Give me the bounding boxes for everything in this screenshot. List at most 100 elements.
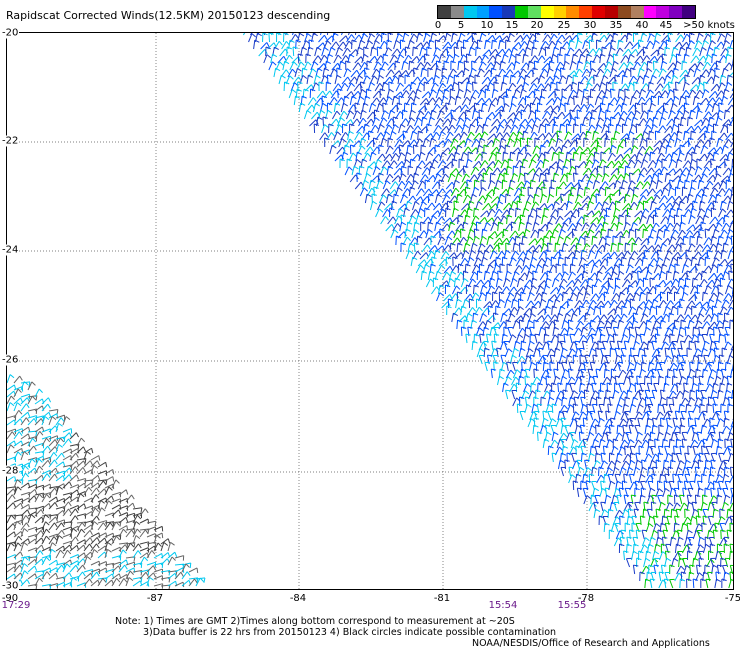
wind-barb: [718, 33, 721, 36]
wind-barb: [404, 74, 410, 85]
wind-barb: [111, 479, 120, 489]
wind-barb: [399, 39, 406, 50]
wind-barb: [382, 180, 391, 190]
wind-barb: [633, 33, 639, 43]
wind-barb: [509, 74, 516, 85]
wind-barb: [670, 355, 679, 365]
wind-barb: [312, 55, 322, 64]
wind-barb: [726, 74, 733, 85]
colorbar-swatch: [630, 6, 644, 18]
note-line-2: 3)Data buffer is 22 hrs from 20150123 4)…: [143, 627, 557, 638]
wind-barb: [387, 109, 396, 120]
wind-barb: [398, 123, 406, 134]
wind-barb: [461, 96, 471, 106]
wind-barb: [410, 256, 418, 267]
wind-barb: [489, 48, 499, 57]
wind-barb: [363, 123, 370, 134]
wind-barb: [604, 494, 612, 505]
wind-barb: [111, 577, 121, 587]
lon-label: -84: [289, 593, 307, 604]
wind-barb: [567, 271, 577, 281]
wind-barb: [588, 39, 595, 50]
wind-barb: [649, 578, 656, 589]
wind-barb: [447, 124, 456, 134]
wind-barb: [721, 144, 729, 155]
wind-barb: [626, 33, 633, 43]
colorbar-label: 40: [635, 20, 649, 31]
wind-barb: [437, 236, 446, 246]
wind-barb: [385, 193, 393, 204]
wind-barb: [451, 33, 458, 43]
wind-barb: [525, 270, 534, 281]
wind-barb: [421, 244, 431, 253]
wind-barb: [704, 228, 711, 239]
wind-barb: [642, 228, 649, 239]
wind-barb: [461, 250, 470, 260]
wind-barb: [495, 151, 502, 162]
wind-barb: [551, 431, 559, 442]
wind-barb: [700, 424, 708, 435]
wind-barb: [697, 179, 705, 190]
wind-barb: [683, 33, 686, 36]
wind-barb: [412, 144, 419, 155]
wind-barb: [534, 109, 541, 120]
wind-barb: [517, 172, 525, 183]
wind-barb: [603, 368, 610, 379]
wind-barb: [482, 202, 492, 211]
wind-barb: [669, 578, 675, 589]
wind-barb: [270, 53, 278, 64]
wind-barb: [712, 74, 720, 85]
wind-barb: [104, 500, 113, 510]
wind-barb: [492, 137, 500, 148]
wind-barb: [639, 215, 647, 225]
wind-barb: [652, 60, 659, 71]
colorbar-swatch: [592, 6, 605, 18]
wind-barb: [630, 145, 639, 155]
colorbar-swatch: [450, 6, 464, 18]
wind-barb: [368, 33, 371, 36]
wind-barb: [90, 455, 101, 461]
wind-barb: [718, 333, 725, 344]
wind-barb: [125, 577, 134, 587]
wind-barb: [560, 67, 566, 78]
wind-barb: [544, 305, 551, 316]
wind-barb: [41, 556, 51, 566]
wind-barb: [560, 271, 569, 281]
wind-barb: [459, 131, 468, 141]
wind-barb: [618, 291, 625, 302]
wind-barb: [572, 33, 575, 36]
wind-barb: [423, 81, 430, 92]
wind-barb: [515, 257, 525, 267]
wind-barb: [729, 466, 733, 477]
wind-barb: [434, 144, 441, 155]
colorbar-swatch: [566, 6, 580, 18]
wind-barb: [445, 131, 454, 141]
wind-barb: [83, 556, 92, 566]
wind-barb: [480, 54, 489, 64]
wind-barb: [731, 286, 733, 295]
wind-barb: [639, 571, 645, 582]
wind-barb: [436, 292, 444, 302]
wind-barb: [646, 60, 653, 71]
wind-barb: [90, 487, 100, 496]
colorbar-swatch: [527, 6, 541, 18]
wind-barb: [551, 452, 558, 463]
wind-barb: [707, 272, 718, 281]
wind-barb: [401, 109, 408, 120]
wind-barb: [652, 40, 660, 50]
wind-barb: [260, 42, 270, 50]
wind-barb: [326, 33, 329, 36]
wind-barb: [716, 137, 724, 148]
wind-barb: [667, 110, 676, 120]
wind-barb: [694, 244, 704, 253]
wind-barb: [504, 348, 513, 358]
wind-barb: [55, 549, 65, 559]
colorbar-swatch: [617, 6, 631, 18]
wind-barb: [48, 548, 56, 559]
wind-barb: [516, 33, 519, 36]
wind-barb: [368, 130, 374, 141]
wind-barb: [531, 123, 539, 134]
wind-barb: [617, 39, 624, 50]
wind-barb: [460, 46, 467, 57]
wind-barb: [342, 123, 348, 134]
